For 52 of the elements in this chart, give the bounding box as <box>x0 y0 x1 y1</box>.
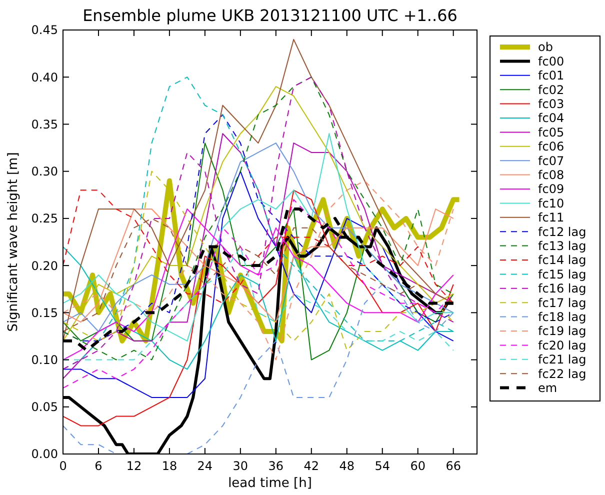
x-tick-label: 30 <box>232 459 248 473</box>
legend-label: ob <box>538 40 553 54</box>
legend-label: fc07 <box>538 154 564 168</box>
y-tick-label: 0.00 <box>31 447 58 462</box>
legend-label: fc08 <box>538 168 564 182</box>
y-tick-label: 0.05 <box>31 400 58 414</box>
x-tick-label: 54 <box>374 459 390 473</box>
x-axis-title: lead time [h] <box>228 476 312 491</box>
y-tick-label: 0.10 <box>31 352 58 367</box>
legend-label: fc02 <box>538 82 564 97</box>
legend-label: fc12 lag <box>538 224 586 239</box>
legend-label: fc04 <box>538 111 564 126</box>
x-tick-label: 24 <box>197 459 213 473</box>
x-tick-label: 6 <box>94 459 102 473</box>
y-tick-label: 0.45 <box>31 23 58 38</box>
x-tick-label: 66 <box>446 459 461 473</box>
legend-label: fc21 lag <box>538 352 586 367</box>
legend-label: fc14 lag <box>538 253 586 268</box>
legend-label: fc03 <box>538 97 564 111</box>
x-tick-label: 12 <box>126 459 142 473</box>
x-tick-label: 18 <box>162 459 178 473</box>
legend-label: fc16 lag <box>538 282 586 296</box>
legend-label: fc10 <box>538 196 564 210</box>
line-series <box>63 199 454 389</box>
x-tick-label: 0 <box>59 459 67 473</box>
y-tick-label: 0.25 <box>31 212 58 226</box>
legend-label: fc19 lag <box>538 324 586 338</box>
legend-label: fc01 <box>538 68 564 83</box>
y-axis-title: Significant wave height [m] <box>6 152 21 332</box>
x-tick-label: 48 <box>339 459 355 473</box>
x-tick-label: 42 <box>304 459 320 473</box>
legend-label: fc18 lag <box>538 310 586 324</box>
legend-label: fc13 lag <box>538 239 586 253</box>
legend-label: fc09 <box>538 182 564 196</box>
legend-label: fc06 <box>538 140 564 154</box>
y-tick-label: 0.35 <box>31 117 58 132</box>
legend-label: fc22 lag <box>538 366 586 381</box>
y-tick-label: 0.20 <box>31 258 58 273</box>
x-tick-label: 60 <box>410 459 426 473</box>
line-series <box>63 190 454 426</box>
y-tick-label: 0.15 <box>31 306 58 320</box>
legend-label: fc00 <box>538 54 564 68</box>
legend-label: fc05 <box>538 125 564 140</box>
y-tick-label: 0.40 <box>31 70 58 84</box>
legend-label: fc15 lag <box>538 267 586 282</box>
legend-label: fc17 lag <box>538 296 586 310</box>
x-tick-label: 36 <box>268 459 284 473</box>
legend-label: fc11 <box>538 210 564 225</box>
chart-title: Ensemble plume UKB 2013121100 UTC +1..66 <box>82 6 458 25</box>
legend-label: fc20 lag <box>538 338 586 352</box>
legend-label: em <box>538 381 558 395</box>
y-tick-label: 0.30 <box>31 164 58 179</box>
